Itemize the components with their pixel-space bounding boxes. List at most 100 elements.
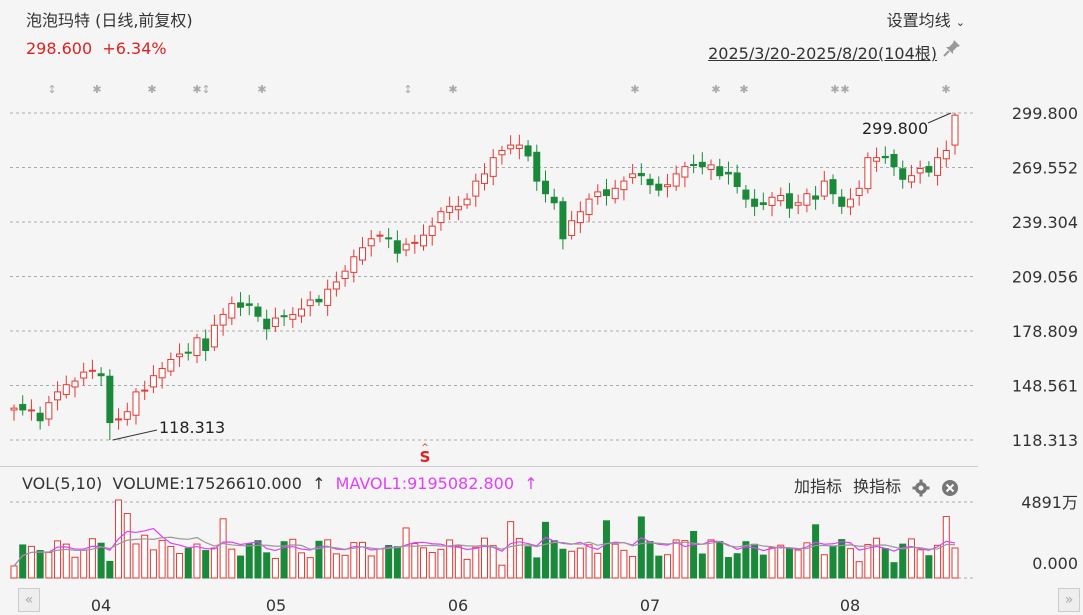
candle <box>951 114 959 146</box>
volume-chart: 4891万 0.000 04 05 06 07 08 <box>10 493 1078 615</box>
volume-bar <box>942 516 950 579</box>
volume-bar <box>672 539 680 579</box>
candle <box>350 256 358 273</box>
candle <box>19 404 27 411</box>
volume-bar <box>271 557 279 579</box>
volume-bar <box>289 538 297 579</box>
candle <box>794 202 802 206</box>
signal-s-marker: S <box>420 448 431 466</box>
volume-bar <box>463 558 471 579</box>
volume-bar <box>541 521 549 579</box>
candle <box>289 313 297 320</box>
ma-settings-label: 设置均线 <box>886 11 951 30</box>
volume-bar <box>411 543 419 579</box>
volume-bar <box>646 541 654 579</box>
volume-bar <box>881 548 889 579</box>
candle <box>62 384 70 395</box>
ma-settings-button[interactable]: 设置均线 ⌄ <box>887 7 965 31</box>
x-tick-label: 05 <box>266 596 286 615</box>
candle <box>846 198 854 208</box>
volume-bar <box>515 537 523 579</box>
x-tick-label: 06 <box>448 596 468 615</box>
volume-bar <box>507 521 515 579</box>
candle <box>271 317 279 327</box>
candle <box>367 238 375 247</box>
volume-bar <box>184 547 192 579</box>
volume-bar <box>629 555 637 579</box>
candle <box>620 180 628 191</box>
volume-bar <box>829 545 837 579</box>
volume-bar <box>36 550 44 579</box>
candle <box>881 155 889 159</box>
volume-bar <box>315 540 323 579</box>
x-tick-label: 07 <box>640 596 660 615</box>
volume-bar <box>585 544 593 579</box>
volume-bar <box>437 548 445 579</box>
event-marker: ✱ <box>739 83 748 96</box>
candle <box>97 373 105 377</box>
volume-bar <box>254 540 262 579</box>
candle <box>324 288 332 306</box>
close-icon[interactable] <box>941 479 959 497</box>
candle <box>385 237 393 240</box>
event-marker: ↕ <box>201 83 210 96</box>
volume-arrow: ↑ <box>312 474 326 493</box>
candle <box>176 353 184 358</box>
date-range-link[interactable]: 2025/3/20-2025/8/20(104根) <box>708 44 937 63</box>
candle <box>106 375 114 424</box>
candle <box>193 337 201 357</box>
switch-indicator-button[interactable]: 换指标 <box>853 477 902 496</box>
candle <box>777 195 785 202</box>
candle <box>864 157 872 190</box>
candle <box>716 166 724 177</box>
candle <box>45 402 53 420</box>
candle <box>550 196 558 204</box>
min-price-label: 118.313 <box>159 418 225 437</box>
mavol-arrow: ↑ <box>524 474 538 493</box>
volume-bar <box>228 548 236 579</box>
volume-bar <box>88 538 96 579</box>
pin-icon[interactable] <box>942 38 962 58</box>
candle <box>167 358 175 372</box>
volume-bar <box>498 564 506 579</box>
volume-bar <box>472 546 480 579</box>
add-indicator-button[interactable]: 加指标 <box>794 477 843 496</box>
volume-bar <box>141 534 149 579</box>
candle <box>263 318 271 330</box>
last-price: 298.600 <box>26 39 93 58</box>
volume-bar <box>324 539 332 579</box>
volume-bar <box>663 554 671 579</box>
volume-bar <box>690 530 698 579</box>
volume-bar <box>359 541 367 579</box>
candle <box>472 180 480 197</box>
volume-bar <box>341 554 349 579</box>
volume-bar <box>350 542 358 579</box>
volume-bar <box>376 548 384 579</box>
scroll-left-button[interactable]: « <box>18 588 40 612</box>
mavol-value: MAVOL1:9195082.800 <box>335 474 515 493</box>
volume-bar <box>237 555 245 579</box>
volume-bar <box>428 552 436 579</box>
volume-bar <box>724 557 732 579</box>
volume-bar <box>855 561 863 579</box>
max-price-label: 299.800 <box>862 119 928 138</box>
candle <box>402 243 410 251</box>
volume-bar <box>550 540 558 579</box>
candle <box>437 211 445 224</box>
event-marker: ✱ <box>147 83 156 96</box>
candle <box>88 369 96 372</box>
candle <box>184 351 192 354</box>
volume-bar <box>803 542 811 579</box>
candle <box>855 187 863 197</box>
scroll-right-button[interactable]: » <box>1058 588 1080 612</box>
candle <box>873 157 881 162</box>
volume-bar <box>149 549 157 579</box>
candle <box>219 313 227 326</box>
volume-bar <box>611 543 619 579</box>
volume-bar <box>759 554 767 579</box>
candle <box>54 391 62 401</box>
candle <box>820 180 828 197</box>
event-marker: ✱ <box>630 83 639 96</box>
candle <box>411 241 419 244</box>
volume-bar <box>71 556 79 579</box>
